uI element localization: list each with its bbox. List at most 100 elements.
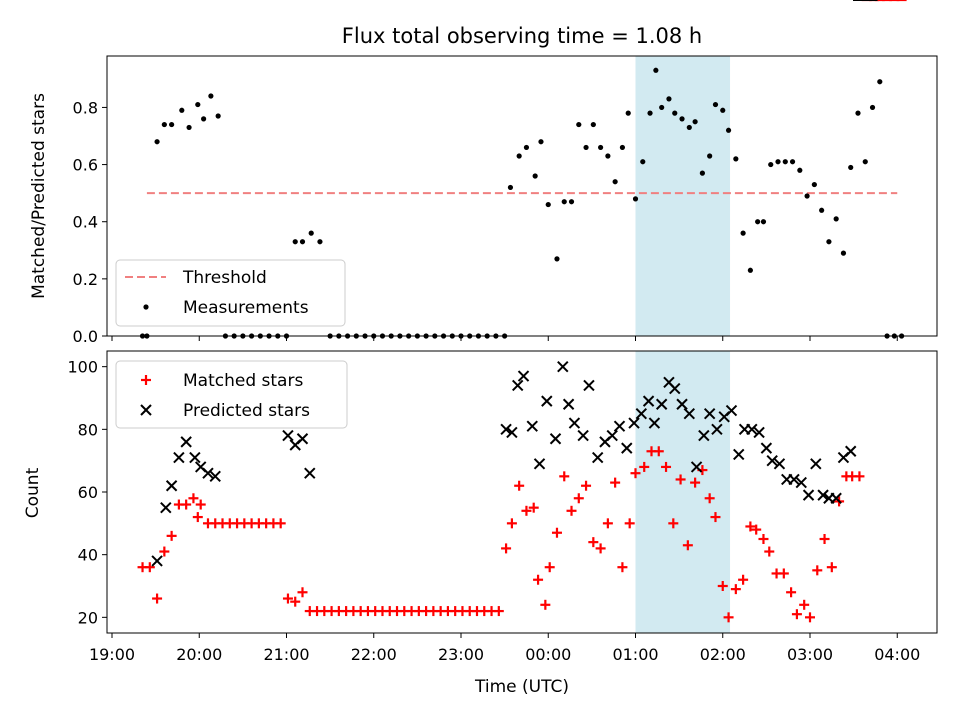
measurement-point <box>317 239 323 245</box>
matched-star-point <box>573 493 584 504</box>
matched-star-point <box>738 574 749 585</box>
matched-star-point <box>819 534 830 544</box>
matched-star-point <box>144 562 155 573</box>
measurement-point <box>768 161 774 168</box>
measurement-point <box>523 144 530 151</box>
matched-star-point <box>533 574 544 585</box>
measurement-point <box>308 230 314 236</box>
predicted-star-point <box>817 489 829 501</box>
predicted-star-point <box>628 417 640 429</box>
predicted-star-point <box>568 417 581 429</box>
matched-star-point <box>595 543 606 554</box>
measurement-point <box>659 104 665 111</box>
measurement-point <box>840 250 847 256</box>
measurement-point <box>154 139 160 145</box>
predicted-star-point <box>591 451 604 464</box>
matched-star-point <box>758 534 769 544</box>
measurement-point <box>848 164 854 171</box>
matched-star-point <box>544 562 555 573</box>
matched-star-point <box>805 612 815 623</box>
measurement-point <box>179 107 185 113</box>
highlight-span <box>635 351 731 633</box>
predicted-star-point <box>160 501 172 514</box>
predicted-star-point <box>549 433 562 445</box>
predicted-star-point <box>500 423 512 436</box>
x-tick-label: 01:00 <box>612 645 658 664</box>
measurement-point <box>740 230 746 236</box>
predicted-star-point <box>506 426 518 439</box>
matched-star-point <box>551 527 562 538</box>
predicted-star-point <box>753 426 765 439</box>
matched-star-point <box>826 562 837 573</box>
matched-star-point <box>630 468 641 479</box>
predicted-star-point <box>583 379 595 392</box>
matched-star-point <box>690 477 701 488</box>
top-panel: 0.0 0.2 0.4 0.6 0.8 Threshold Measurements <box>73 55 938 346</box>
measurement-point <box>647 110 653 116</box>
measurement-point <box>755 219 761 225</box>
top-axes-frame <box>106 55 938 337</box>
matched-star-point <box>540 599 551 610</box>
x-tick-label: 02:00 <box>700 645 746 664</box>
matched-star-point <box>195 499 206 510</box>
measurement-point <box>299 239 306 245</box>
matched-star-point <box>710 512 721 523</box>
predicted-star-point <box>766 454 778 467</box>
x-tick-label: 00:00 <box>525 645 571 664</box>
matched-star-point <box>682 540 693 551</box>
bottom-y-tick-label: 100 <box>67 358 98 377</box>
matched-star-point <box>717 581 728 591</box>
measurement-point <box>583 144 589 151</box>
predicted-star-point <box>282 429 294 442</box>
measurement-point <box>640 159 646 165</box>
predicted-star-point <box>725 404 738 417</box>
matched-star-point <box>791 609 802 620</box>
predicted-star-point <box>533 458 546 470</box>
predicted-star-point <box>209 470 221 483</box>
matched-star-point <box>610 477 621 488</box>
measurement-point <box>877 79 883 85</box>
x-tick-label: 22:00 <box>351 645 397 664</box>
measurement-point <box>760 219 767 225</box>
matched-star-point <box>730 584 741 595</box>
matched-star-point <box>653 446 664 457</box>
measurement-point <box>568 199 575 205</box>
measurement-point <box>833 216 839 222</box>
matched-star-point <box>723 612 734 623</box>
measurement-point <box>789 159 796 165</box>
x-tick-label: 23:00 <box>438 645 484 664</box>
measurement-point <box>855 110 861 116</box>
matched-star-point <box>668 518 679 529</box>
predicted-star-point <box>577 429 589 442</box>
matched-star-point <box>624 518 635 529</box>
predicted-star-point <box>296 433 309 445</box>
matched-star-point <box>799 599 810 610</box>
predicted-star-point <box>635 407 648 420</box>
matched-star-point <box>812 565 823 576</box>
measurement-point <box>869 104 876 111</box>
predicted-star-point <box>557 360 569 373</box>
x-tick-label: 20:00 <box>176 645 222 664</box>
predicted-star-point <box>648 417 661 429</box>
measurement-point <box>725 127 732 133</box>
predicted-star-point <box>746 423 758 436</box>
predicted-star-point <box>788 473 800 486</box>
measurement-point <box>598 144 604 151</box>
bottom-panel: 20 40 60 80 100 19:00 20:00 21:00 22:00 23:00 00:0… <box>67 0 938 664</box>
predicted-star-point <box>512 379 524 392</box>
predicted-star-point <box>165 480 178 492</box>
bottom-legend: Matched stars Predicted stars <box>115 360 348 429</box>
bottom-y-tick-label: 60 <box>78 483 98 502</box>
legend-measurements-swatch <box>143 304 149 310</box>
top-y-tick-label: 0.6 <box>73 156 98 175</box>
predicted-star-point <box>760 442 773 454</box>
measurement-point <box>672 110 678 116</box>
measurement-point <box>775 159 781 165</box>
predicted-star-point <box>711 423 723 436</box>
measurement-point <box>208 93 214 99</box>
measurement-point <box>195 101 201 108</box>
matched-star-point <box>521 505 532 516</box>
predicted-star-point <box>562 398 575 410</box>
predicted-star-point <box>304 467 316 479</box>
top-y-tick-label: 0.2 <box>73 270 98 289</box>
